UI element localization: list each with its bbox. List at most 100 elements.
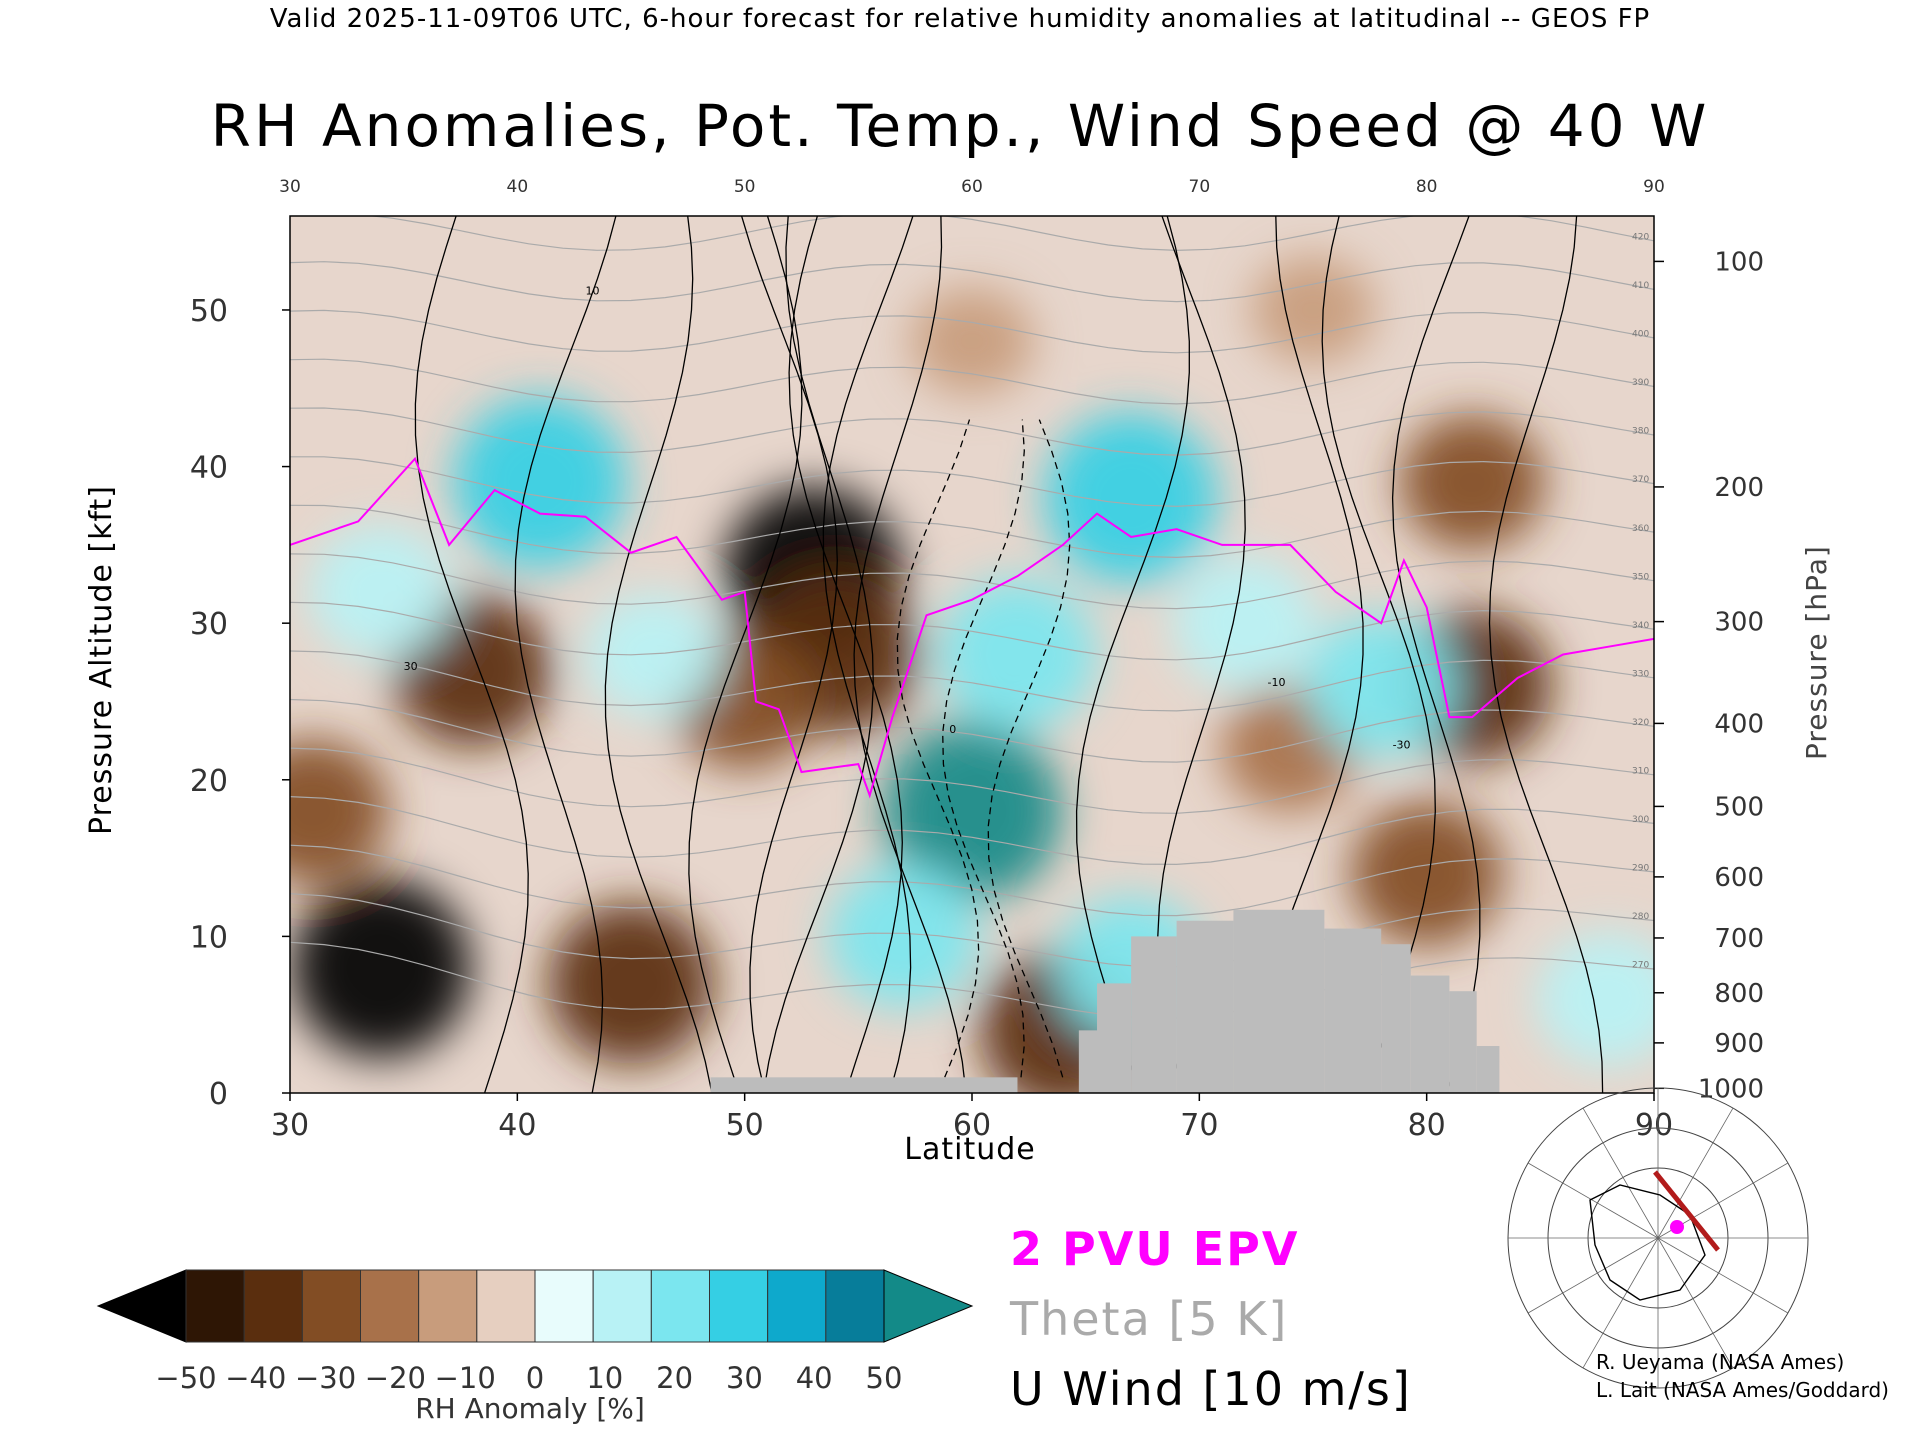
u-wind-contour-14 bbox=[1488, 216, 1604, 1093]
rh-anomaly-cell-16 bbox=[827, 864, 980, 1009]
rh-anomaly-cell-15 bbox=[453, 396, 627, 568]
theta-contour-340 bbox=[290, 601, 1654, 661]
inset-meridian-60 bbox=[1657, 1237, 1734, 1369]
credit-lait: L. Lait (NASA Ames/Goddard) bbox=[1596, 1378, 1889, 1402]
colorbar-tick-9: 40 bbox=[796, 1361, 833, 1395]
x-top-tick-label-80: 80 bbox=[1416, 177, 1438, 197]
x-tick-label-80: 80 bbox=[1408, 1108, 1446, 1143]
y-tick-label-10: 10 bbox=[190, 920, 228, 955]
theta-label-420: 420 bbox=[1632, 232, 1649, 242]
rh-anomaly-cell-12 bbox=[882, 721, 1062, 902]
pressure-tick-label-300: 300 bbox=[1714, 608, 1764, 638]
y-tick-label-20: 20 bbox=[190, 764, 228, 799]
theta-label-290: 290 bbox=[1632, 864, 1649, 874]
y-tick-label-50: 50 bbox=[190, 294, 228, 329]
terrain-block-9 bbox=[1449, 991, 1477, 1093]
x-tick-label-90: 90 bbox=[1635, 1108, 1673, 1143]
pressure-tick-label-900: 900 bbox=[1714, 1029, 1764, 1059]
theta-contour-380 bbox=[290, 407, 1654, 456]
u-wind-contour-13 bbox=[1391, 216, 1481, 1093]
theta-contour-400 bbox=[290, 309, 1654, 354]
x-top-tick-label-60: 60 bbox=[961, 177, 983, 197]
theta-label-410: 410 bbox=[1632, 281, 1649, 291]
x-top-tick-label-30: 30 bbox=[279, 177, 301, 197]
rh-anomaly-cell-5 bbox=[290, 739, 389, 884]
pressure-tick-label-600: 600 bbox=[1714, 863, 1764, 893]
forecast-header: Valid 2025-11-09T06 UTC, 6-hour forecast… bbox=[269, 4, 1651, 34]
colorbar-swatch-1 bbox=[243, 1269, 303, 1343]
u-wind-label-3: -10 bbox=[1268, 676, 1286, 689]
u-wind-neg-contour-1 bbox=[942, 419, 1025, 1078]
theta-contour-370 bbox=[290, 456, 1654, 507]
rh-anomaly-cell-1 bbox=[290, 877, 471, 1058]
colorbar-tick-0: −50 bbox=[155, 1361, 216, 1395]
x-tick-label-30: 30 bbox=[271, 1108, 309, 1143]
theta-label-400: 400 bbox=[1632, 330, 1649, 340]
rh-anomaly-cell-13 bbox=[937, 578, 1097, 731]
theta-contour-280 bbox=[290, 893, 1654, 968]
u-wind-contour-7 bbox=[822, 216, 914, 1093]
colorbar-tick-8: 30 bbox=[726, 1361, 763, 1395]
theta-label-300: 300 bbox=[1632, 815, 1649, 825]
colorbar-label: RH Anomaly [%] bbox=[415, 1392, 645, 1425]
colorbar-swatch-4 bbox=[418, 1269, 478, 1343]
legend-theta: Theta [5 K] bbox=[1010, 1292, 1289, 1346]
legend-u-wind: U Wind [10 m/s] bbox=[1010, 1362, 1412, 1416]
inset-meridian-150 bbox=[1527, 1237, 1659, 1314]
pressure-axis-label: Pressure [hPa] bbox=[1800, 545, 1833, 760]
colorbar-swatch-11 bbox=[825, 1269, 885, 1343]
inset-meridian-210 bbox=[1527, 1162, 1659, 1239]
inset-map bbox=[1507, 1087, 1809, 1389]
x-top-tick-label-40: 40 bbox=[507, 177, 529, 197]
chart-title: RH Anomalies, Pot. Temp., Wind Speed @ 4… bbox=[210, 92, 1710, 160]
colorbar-tick-6: 10 bbox=[586, 1361, 623, 1395]
u-wind-contour-0 bbox=[414, 216, 529, 1093]
colorbar-swatch-9 bbox=[709, 1269, 769, 1343]
colorbar-tick-5: 0 bbox=[526, 1361, 544, 1395]
u-wind-label-0: 10 bbox=[586, 284, 600, 297]
colorbar-swatch-6 bbox=[534, 1269, 594, 1343]
u-wind-contour-6 bbox=[788, 216, 903, 1093]
colorbar-tick-7: 20 bbox=[656, 1361, 693, 1395]
terrain-block-8 bbox=[1410, 975, 1450, 1093]
x-top-tick-label-90: 90 bbox=[1643, 177, 1665, 197]
rh-anomaly-cell-21 bbox=[1536, 931, 1654, 1067]
colorbar-swatch-0 bbox=[185, 1269, 245, 1343]
rh-anomaly-cell-23 bbox=[910, 287, 1034, 396]
theta-label-320: 320 bbox=[1632, 718, 1649, 728]
u-wind-label-1: 30 bbox=[404, 660, 418, 673]
colorbar-swatch-10 bbox=[767, 1269, 827, 1343]
epv-2pvu-line bbox=[290, 456, 1654, 799]
theta-contour-330 bbox=[290, 650, 1654, 712]
x-tick-label-70: 70 bbox=[1180, 1108, 1218, 1143]
colorbar-tick-1: −40 bbox=[225, 1361, 286, 1395]
theta-label-360: 360 bbox=[1632, 524, 1649, 534]
y-tick-label-30: 30 bbox=[190, 607, 228, 642]
u-wind-contour-8 bbox=[853, 216, 967, 1093]
theta-label-390: 390 bbox=[1632, 378, 1649, 388]
pressure-tick-label-400: 400 bbox=[1714, 709, 1764, 739]
theta-label-330: 330 bbox=[1632, 669, 1649, 679]
rh-anomaly-cell-4 bbox=[548, 902, 714, 1065]
u-wind-contour-5 bbox=[762, 216, 874, 1093]
u-wind-label-4: -30 bbox=[1393, 738, 1411, 751]
x-tick-label-40: 40 bbox=[498, 1108, 536, 1143]
colorbar-swatch-5 bbox=[476, 1269, 536, 1343]
theta-label-340: 340 bbox=[1632, 621, 1649, 631]
pressure-tick-label-200: 200 bbox=[1714, 473, 1764, 503]
terrain-block-6 bbox=[1324, 928, 1382, 1093]
rh-anomaly-cell-24 bbox=[1251, 255, 1375, 364]
u-wind-contour-3 bbox=[688, 216, 803, 1093]
inset-location-dot bbox=[1670, 1220, 1684, 1234]
u-wind-contour-1 bbox=[514, 216, 617, 1093]
theta-contour-420 bbox=[367, 216, 1654, 252]
inset-cross-section-track bbox=[1653, 1170, 1720, 1252]
u-wind-contour-9 bbox=[1075, 216, 1190, 1093]
x-tick-label-60: 60 bbox=[953, 1108, 991, 1143]
inset-meridian-120 bbox=[1582, 1237, 1659, 1369]
pressure-tick-label-500: 500 bbox=[1714, 792, 1764, 822]
colorbar-tick-2: −30 bbox=[295, 1361, 356, 1395]
credit-ueyama: R. Ueyama (NASA Ames) bbox=[1596, 1350, 1845, 1374]
theta-contour-320 bbox=[290, 698, 1654, 763]
